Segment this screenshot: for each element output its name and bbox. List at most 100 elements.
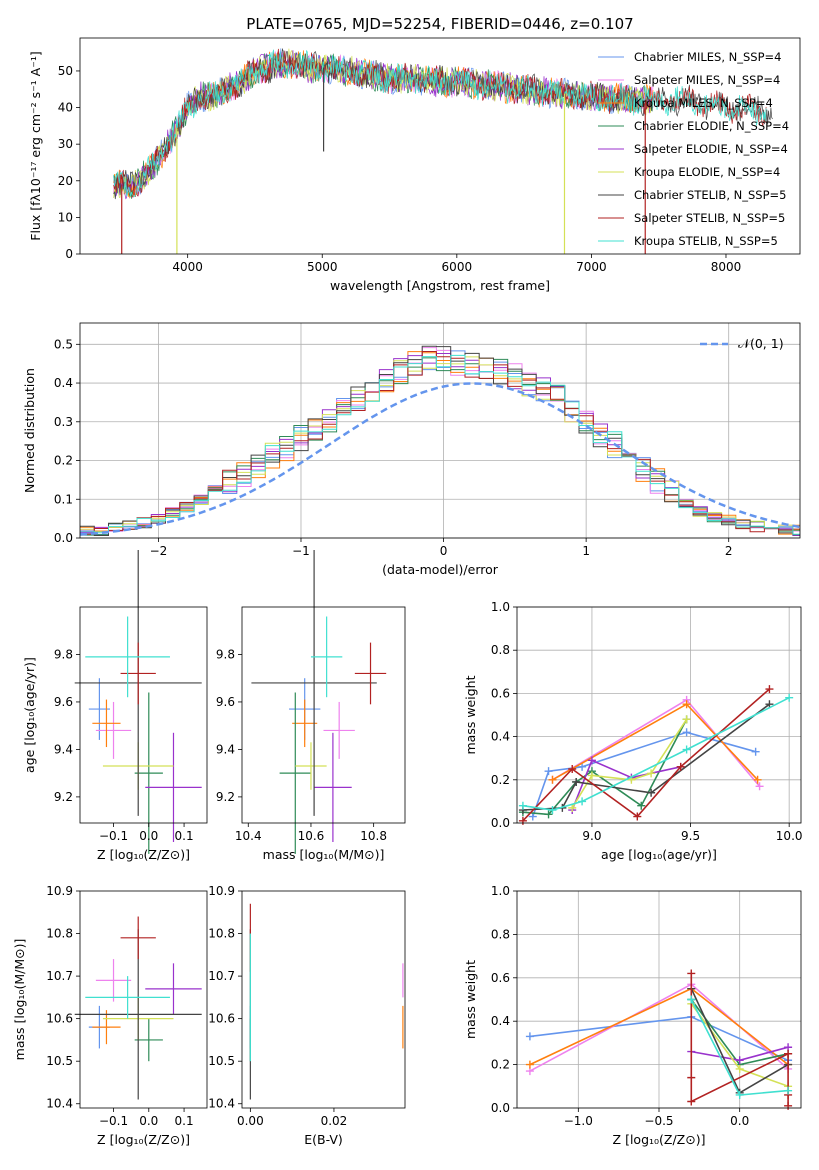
x-tick-label: 10.8 xyxy=(360,829,387,843)
x-tick-label: −0.5 xyxy=(644,1114,673,1128)
y-tick-label: 1.0 xyxy=(491,600,510,614)
series-marker xyxy=(682,715,691,724)
spectrum-line xyxy=(113,50,654,200)
series-line xyxy=(522,696,790,811)
series-marker xyxy=(784,1086,793,1095)
x-axis-label: (data-model)/error xyxy=(382,562,499,577)
legend-label: 𝒩(0, 1) xyxy=(738,336,784,351)
x-axis-label: Z [log₁₀(Z/Z⊙)] xyxy=(613,1132,706,1147)
series-marker xyxy=(647,788,656,797)
histogram-step xyxy=(80,345,800,536)
series-marker xyxy=(735,1090,744,1099)
series-line xyxy=(522,718,688,816)
y-tick-label: 9.6 xyxy=(216,695,235,709)
x-tick-label: 9.5 xyxy=(681,829,700,843)
histogram-step xyxy=(80,354,800,535)
x-tick-label: 10.4 xyxy=(235,829,262,843)
x-tick-label: 0.02 xyxy=(321,1114,348,1128)
y-axis-label: mass [log₁₀(M/M⊙)] xyxy=(12,939,27,1061)
chart-panel-6: 0.00 0.02 10.4 10.5 10.6 10.7 10.8 10.9 E(B-V) xyxy=(208,884,406,1147)
x-tick-label: 0.1 xyxy=(175,829,194,843)
plot-area xyxy=(249,903,404,1100)
y-tick-label: 10.5 xyxy=(46,1054,73,1068)
y-tick-label: 30 xyxy=(58,137,73,151)
series-marker xyxy=(647,769,656,778)
chart-panel-7: −1.0 −0.5 0.0 0.0 0.2 0.4 0.6 0.8 1.0 Z [log₁₀(Z/… xyxy=(463,884,802,1147)
plot-area xyxy=(525,969,793,1110)
x-tick-label: 8000 xyxy=(711,260,742,274)
x-tick-label: −0.1 xyxy=(99,1114,128,1128)
legend-label: Chabrier STELIB, N_SSP=5 xyxy=(634,188,786,202)
x-tick-label: 0.0 xyxy=(139,829,158,843)
legend: Chabrier MILES, N_SSP=4 Salpeter MILES, N… xyxy=(598,50,789,248)
x-tick-label: 0.0 xyxy=(139,1114,158,1128)
x-tick-label: 0.00 xyxy=(237,1114,264,1128)
y-tick-label: 0.4 xyxy=(491,1014,510,1028)
series-marker xyxy=(544,767,553,776)
x-tick-label: −0.1 xyxy=(99,829,128,843)
y-tick-label: 9.8 xyxy=(216,647,235,661)
series-marker xyxy=(587,756,596,765)
axes-frame xyxy=(79,37,801,255)
y-axis-label: mass weight xyxy=(463,675,478,754)
series-marker xyxy=(784,1049,793,1058)
normal-curve xyxy=(80,382,800,536)
series-marker xyxy=(548,775,557,784)
y-tick-label: 9.2 xyxy=(54,790,73,804)
x-tick-label: −1.0 xyxy=(564,1114,593,1128)
legend-label: Chabrier MILES, N_SSP=4 xyxy=(634,50,781,64)
chart-panel-0: 4000 5000 6000 7000 8000 0 10 20 30 40 50 wavelengt… xyxy=(28,37,801,293)
y-tick-label: 0.8 xyxy=(491,643,510,657)
y-axis-label: age [log₁₀(age/yr)] xyxy=(22,657,37,773)
series-marker xyxy=(572,777,581,786)
x-axis-label: age [log₁₀(age/yr)] xyxy=(601,847,717,862)
series-marker xyxy=(518,801,527,810)
legend-label: Kroupa STELIB, N_SSP=5 xyxy=(634,234,778,248)
chart-title: PLATE=0765, MJD=52254, FIBERID=0446, z=0… xyxy=(246,15,633,33)
y-tick-label: 0.2 xyxy=(491,773,510,787)
spectrum-line xyxy=(113,49,767,198)
chart-panel-1: −2 −1 0 1 2 0.0 0.1 0.2 0.3 0.4 0.5 (data-model)/er… xyxy=(22,322,801,577)
y-axis-label: Normed distribution xyxy=(22,368,37,493)
series-marker xyxy=(568,765,577,773)
y-tick-label: 10.8 xyxy=(208,927,235,941)
y-tick-label: 10.4 xyxy=(208,1097,235,1111)
y-axis-label: mass weight xyxy=(463,960,478,1039)
series-marker xyxy=(528,812,537,821)
axes-frame xyxy=(79,890,208,1109)
x-tick-label: 10.0 xyxy=(776,829,803,843)
y-axis-label: Flux [fλ10⁻¹⁷ erg cm⁻² s⁻¹ A⁻¹] xyxy=(28,51,43,240)
series-marker xyxy=(751,747,760,756)
x-tick-label: 0 xyxy=(440,544,448,558)
y-tick-label: 0.4 xyxy=(54,376,73,390)
y-tick-label: 0.0 xyxy=(491,816,510,830)
series-marker xyxy=(544,810,553,819)
series-marker xyxy=(682,728,691,737)
series-marker xyxy=(578,797,587,806)
series-marker xyxy=(682,700,691,709)
y-tick-label: 10.9 xyxy=(208,884,235,898)
series-marker xyxy=(518,816,527,825)
y-tick-label: 10.5 xyxy=(208,1054,235,1068)
x-tick-label: 4000 xyxy=(172,260,203,274)
series-marker xyxy=(682,745,691,754)
y-tick-label: 0.1 xyxy=(54,492,73,506)
plot-area xyxy=(113,47,773,254)
spectrum-line xyxy=(113,47,773,200)
series-marker xyxy=(687,995,696,1004)
y-tick-label: 10.9 xyxy=(46,884,73,898)
series-marker xyxy=(633,812,642,821)
y-tick-label: 10.8 xyxy=(46,927,73,941)
axes-frame xyxy=(516,606,802,824)
series-marker xyxy=(578,762,587,771)
x-axis-label: E(B-V) xyxy=(304,1132,343,1147)
series-marker xyxy=(525,1032,534,1041)
chart-panel-4: 9.0 9.5 10.0 0.0 0.2 0.4 0.6 0.8 1.0 age [log₁₀(a… xyxy=(463,600,803,862)
series-marker xyxy=(568,803,577,812)
y-tick-label: 0.0 xyxy=(491,1101,510,1115)
axes-frame xyxy=(79,606,208,824)
histogram-step xyxy=(80,351,800,535)
y-tick-label: 10 xyxy=(58,210,73,224)
y-tick-label: 0.6 xyxy=(491,971,510,985)
series-marker xyxy=(687,1073,696,1082)
